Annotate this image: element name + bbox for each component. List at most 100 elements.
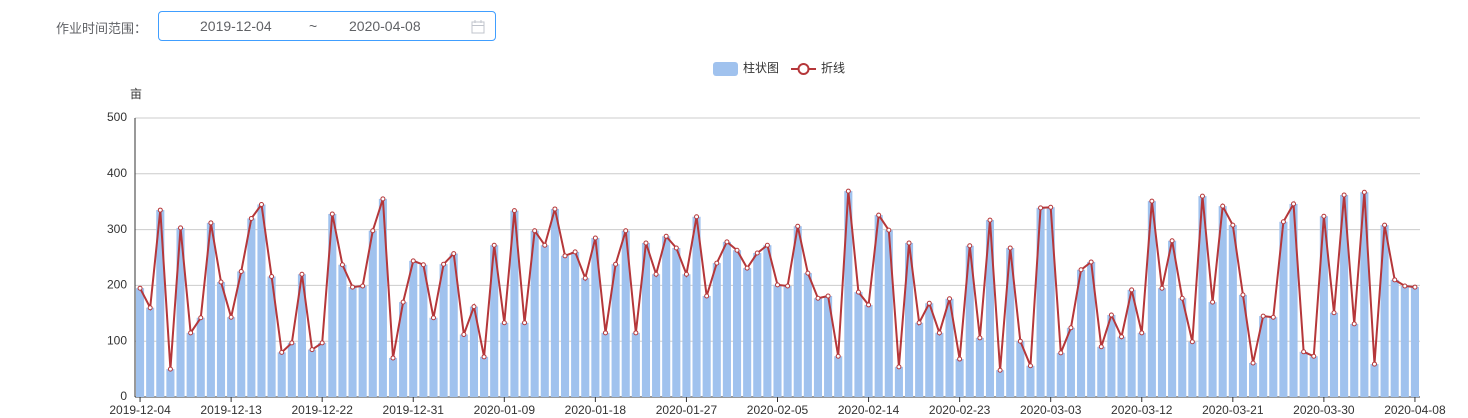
line-point — [957, 356, 963, 362]
legend-label[interactable]: 柱状图 — [743, 60, 779, 75]
bar — [672, 248, 681, 397]
line-point — [754, 250, 760, 256]
bar — [348, 287, 357, 397]
x-tick-label: 2020-03-21 — [1202, 403, 1264, 417]
legend-swatch-dot[interactable] — [797, 63, 810, 75]
line-point — [704, 293, 710, 299]
bar — [884, 230, 893, 397]
line-point — [886, 227, 892, 233]
line-point — [1179, 295, 1185, 301]
bar — [1410, 287, 1419, 397]
bar — [1107, 314, 1116, 397]
bar — [1076, 269, 1086, 397]
bar — [1066, 327, 1075, 397]
bar — [1279, 221, 1288, 397]
bar — [864, 304, 873, 397]
y-axis-label: 亩 — [130, 86, 142, 101]
bar — [844, 191, 853, 397]
line-point — [683, 271, 689, 277]
line-point — [1230, 222, 1236, 228]
bar — [813, 298, 823, 397]
bar — [308, 349, 317, 397]
line-point — [1159, 285, 1165, 291]
line-point — [835, 353, 841, 359]
line-point — [1098, 344, 1104, 350]
line-point — [1331, 310, 1337, 316]
bar — [1259, 316, 1268, 397]
line-point — [775, 282, 780, 288]
bar — [1168, 240, 1177, 397]
line-point — [552, 206, 558, 212]
end-date[interactable]: 2020-04-08 — [349, 18, 421, 34]
bar — [510, 210, 519, 397]
line-point — [309, 347, 315, 353]
line-point — [522, 320, 528, 326]
date-range-picker[interactable]: 2019-12-04 ~ 2020-04-08 — [158, 11, 496, 41]
line-point — [602, 330, 608, 336]
bar — [388, 357, 398, 397]
bar — [975, 337, 984, 397]
x-tick-label: 2019-12-31 — [383, 403, 445, 417]
line-point — [977, 335, 983, 341]
bar — [682, 274, 691, 397]
bar — [915, 322, 924, 397]
bar — [186, 332, 195, 397]
bar — [712, 263, 721, 397]
bar — [641, 242, 651, 397]
line-point — [825, 293, 831, 299]
bar — [1350, 323, 1359, 397]
line-point — [1341, 192, 1347, 198]
bar — [601, 332, 610, 397]
line-point — [481, 354, 487, 360]
bar — [732, 250, 742, 397]
y-tick-label: 400 — [107, 166, 127, 180]
line-point — [906, 240, 912, 246]
bar — [1006, 248, 1015, 397]
bar — [1137, 332, 1146, 397]
line-point — [997, 367, 1003, 373]
bar — [297, 274, 306, 397]
line-point — [916, 320, 922, 326]
bar — [480, 356, 489, 397]
legend-label[interactable]: 折线 — [821, 60, 845, 75]
line-point — [350, 284, 356, 290]
x-tick-label: 2020-03-30 — [1293, 403, 1355, 417]
bar — [1157, 288, 1167, 397]
bar — [783, 285, 792, 397]
legend-swatch[interactable] — [713, 62, 738, 76]
line-point — [663, 233, 669, 239]
x-tick-label: 2019-12-22 — [291, 403, 353, 417]
line-point — [1291, 201, 1297, 207]
line-point — [572, 249, 578, 255]
line-point — [1068, 325, 1074, 331]
bar — [540, 245, 549, 397]
line-point — [866, 302, 872, 308]
line-point — [1240, 292, 1246, 298]
line-point — [258, 201, 264, 207]
line-point — [1189, 339, 1195, 345]
bar — [439, 264, 448, 397]
bar — [1299, 351, 1308, 397]
bar — [1309, 356, 1318, 397]
line-point — [845, 188, 851, 194]
bar — [763, 245, 772, 397]
bar — [368, 230, 377, 397]
bar — [1370, 364, 1379, 397]
bar — [702, 296, 711, 397]
bar — [216, 282, 226, 397]
bar — [196, 317, 205, 397]
line-point — [896, 364, 902, 370]
line-point — [501, 320, 507, 326]
bar — [1340, 195, 1349, 397]
line-point — [167, 366, 173, 372]
line-point — [198, 315, 204, 321]
bar — [1249, 362, 1258, 397]
line-point — [410, 258, 416, 264]
line-point — [1301, 349, 1307, 355]
line-point — [390, 355, 396, 361]
line-point — [420, 262, 426, 268]
x-tick-label: 2020-01-18 — [565, 403, 627, 417]
start-date[interactable]: 2019-12-04 — [200, 18, 272, 34]
line-point — [178, 225, 184, 231]
